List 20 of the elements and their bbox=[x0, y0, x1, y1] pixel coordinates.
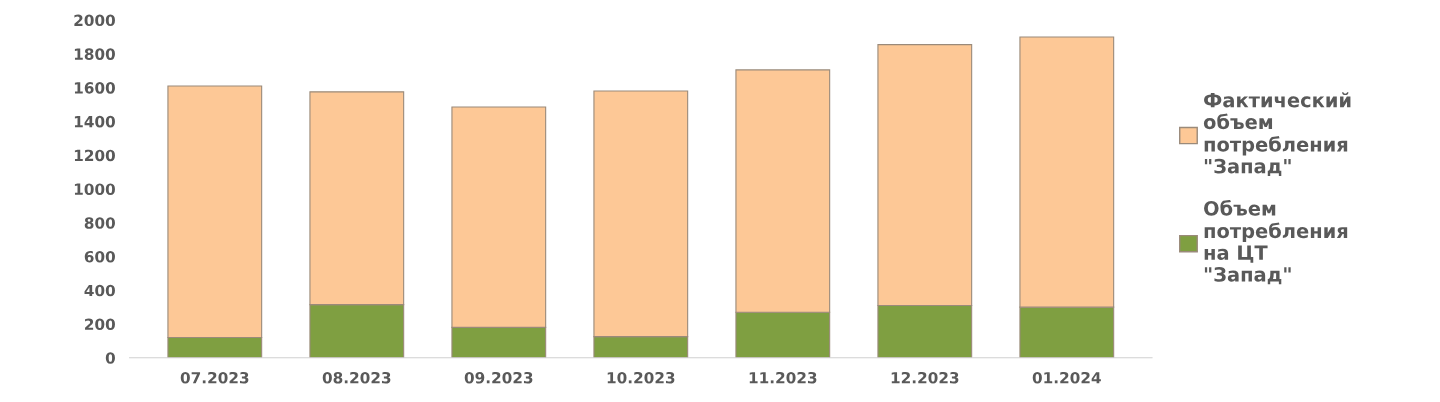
y-tick-label: 1600 bbox=[74, 82, 115, 94]
legend-label: Фактический объем потребления "Запад" bbox=[1203, 92, 1351, 176]
x-tick-label: 09.2023 bbox=[464, 371, 533, 384]
legend-label: Объем потребления на ЦТ "Запад" bbox=[1204, 199, 1348, 285]
x-tick-label: 07.2023 bbox=[180, 371, 249, 384]
x-tick-label: 10.2023 bbox=[607, 371, 675, 384]
y-tick-label: 600 bbox=[84, 250, 115, 263]
y-tick-label: 400 bbox=[84, 284, 115, 297]
y-tick-label: 1200 bbox=[74, 149, 115, 162]
x-tick-label: 08.2023 bbox=[322, 371, 391, 384]
y-tick-label: 1800 bbox=[74, 48, 115, 60]
y-tick-label: 2000 bbox=[74, 14, 115, 27]
x-tick-label: 01.2024 bbox=[1032, 371, 1101, 384]
y-tick-label: 0 bbox=[105, 352, 115, 364]
y-tick-label: 1400 bbox=[74, 115, 115, 128]
x-tick-label: 12.2023 bbox=[891, 371, 959, 384]
y-tick-label: 800 bbox=[84, 217, 115, 229]
y-tick-label: 1000 bbox=[74, 183, 115, 195]
x-tick-label: 11.2023 bbox=[749, 371, 817, 384]
y-tick-label: 200 bbox=[85, 318, 115, 331]
